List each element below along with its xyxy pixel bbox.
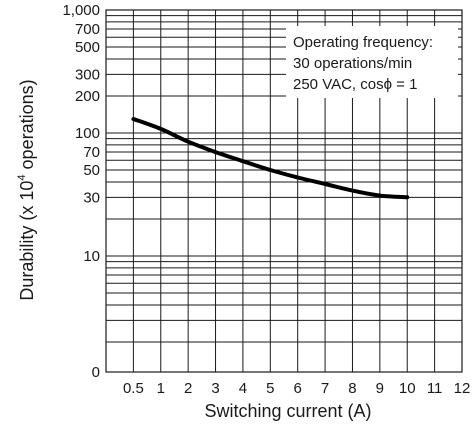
y-tick-label: 10 <box>83 248 100 265</box>
y-tick-label: 200 <box>75 88 100 105</box>
y-tick-label: 500 <box>75 39 100 56</box>
x-tick-label: 6 <box>294 380 302 397</box>
y-tick-label: 700 <box>75 21 100 38</box>
x-tick-label: 7 <box>321 380 329 397</box>
y-tick-label: 300 <box>75 66 100 83</box>
series-layer <box>131 117 410 200</box>
x-tick-label: 8 <box>348 380 356 397</box>
y-axis-title-main: Durability (x 10 <box>17 181 37 301</box>
x-tick-label: 4 <box>239 380 247 397</box>
x-axis-title: Switching current (A) <box>204 401 371 421</box>
annotation-line-1: Operating frequency: <box>293 34 433 51</box>
x-tick-label: 1 <box>157 380 165 397</box>
x-tick-label: 11 <box>427 380 443 397</box>
x-tick-label: 5 <box>266 380 274 397</box>
y-tick-label: 70 <box>83 144 100 161</box>
y-axis-title: Durability (x 104 operations) <box>16 79 37 300</box>
y-tick-label: 0 <box>92 364 100 381</box>
y-axis-title-tail: operations) <box>17 79 37 174</box>
x-tick-label: 9 <box>376 380 384 397</box>
x-tick-label: 3 <box>211 380 219 397</box>
x-tick-labels: 0.5 1 2 3 4 5 6 7 8 9 10 11 12 <box>123 380 470 397</box>
y-tick-label: 1,000 <box>62 2 100 19</box>
annotation-background <box>286 26 458 98</box>
annotation-line-2: 30 operations/min <box>293 55 412 72</box>
x-tick-label: 0.5 <box>123 380 144 397</box>
y-tick-label: 50 <box>83 162 100 179</box>
y-tick-label: 100 <box>75 125 100 142</box>
durability-curve <box>131 117 410 200</box>
x-tick-label: 2 <box>184 380 192 397</box>
annotation-line-3: 250 VAC, cosϕ = 1 <box>293 76 417 93</box>
x-tick-label: 12 <box>454 380 471 397</box>
x-tick-label: 10 <box>399 380 416 397</box>
y-tick-label: 30 <box>83 189 100 206</box>
plot-frame <box>105 9 463 373</box>
y-axis-title-exponent: 4 <box>16 174 28 180</box>
annotation-box: Operating frequency: 30 operations/min 2… <box>286 26 458 98</box>
